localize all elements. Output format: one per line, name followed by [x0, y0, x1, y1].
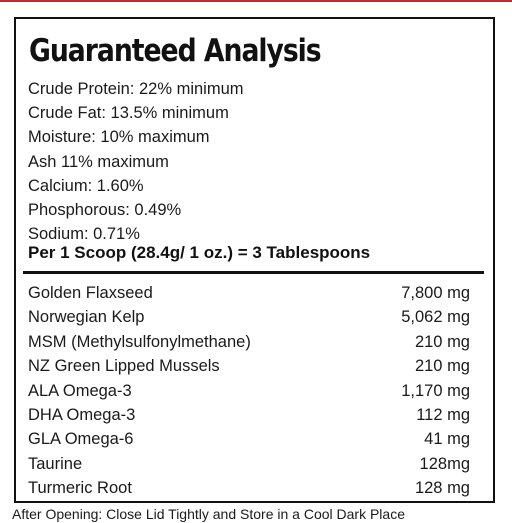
ingredient-amount: 210 mg [414, 332, 470, 351]
ingredient-amount: 210 mg [414, 357, 470, 376]
ingredient-amount: 7,800 mg [401, 284, 470, 302]
table-row: Golden Flaxseed 7,800 mg [28, 281, 470, 305]
ingredient-amount: 128 mg [414, 479, 470, 498]
ingredient-amount: 5,062 mg [401, 308, 470, 327]
table-row: NZ Green Lipped Mussels 210 mg [28, 354, 470, 378]
ingredient-name: MSM (Methylsulfonylmethane) [28, 332, 251, 351]
table-row: Turmeric Root 128 mg [28, 476, 470, 500]
table-row: ALA Omega-3 1,170 mg [28, 379, 470, 403]
ingredient-name: Norwegian Kelp [28, 308, 145, 327]
table-row: GLA Omega-6 41 mg [28, 427, 470, 451]
ingredient-amount: 112 mg [416, 406, 470, 425]
panel-title: Guaranteed Analysis [29, 33, 322, 69]
analysis-item-calcium: Calcium: 1.60% [28, 176, 144, 195]
section-divider [23, 271, 484, 274]
ingredient-name: DHA Omega-3 [28, 406, 136, 425]
ingredient-amount: 1,170 mg [401, 381, 470, 400]
serving-size: Per 1 Scoop (28.4g/ 1 oz.) = 3 Tablespoo… [28, 243, 371, 262]
ingredient-amount: 128mg [419, 454, 470, 473]
guaranteed-analysis-panel: Guaranteed Analysis Crude Protein: 22% m… [14, 17, 495, 503]
analysis-item-crude-fat: Crude Fat: 13.5% minimum [28, 104, 229, 123]
analysis-list: Crude Protein: 22% minimum Crude Fat: 13… [28, 77, 244, 246]
table-row: Taurine 128mg [28, 452, 470, 476]
storage-instructions: After Opening: Close Lid Tightly and Sto… [12, 506, 405, 522]
top-red-rule [0, 0, 512, 2]
table-row: DHA Omega-3 112 mg [28, 403, 470, 427]
analysis-item-crude-protein: Crude Protein: 22% minimum [28, 80, 244, 98]
ingredient-name: Turmeric Root [28, 479, 132, 498]
ingredient-name: NZ Green Lipped Mussels [28, 357, 220, 376]
table-row: MSM (Methylsulfonylmethane) 210 mg [28, 330, 470, 354]
ingredient-name: Taurine [28, 454, 83, 473]
ingredient-amount: 41 mg [424, 430, 470, 449]
analysis-item-ash: Ash 11% maximum [28, 152, 169, 171]
ingredient-name: ALA Omega-3 [28, 381, 132, 400]
ingredients-table: Golden Flaxseed 7,800 mg Norwegian Kelp … [28, 281, 470, 501]
table-row: Norwegian Kelp 5,062 mg [28, 305, 470, 329]
analysis-item-sodium: Sodium: 0.71% [28, 225, 140, 244]
analysis-item-phosphorous: Phosphorous: 0.49% [28, 201, 182, 220]
analysis-item-moisture: Moisture: 10% maximum [28, 128, 210, 147]
ingredient-name: Golden Flaxseed [28, 284, 153, 302]
ingredient-name: GLA Omega-6 [28, 430, 134, 449]
